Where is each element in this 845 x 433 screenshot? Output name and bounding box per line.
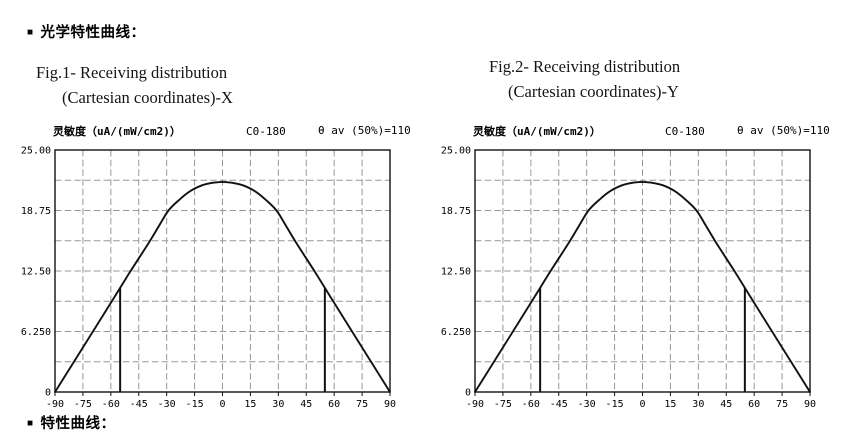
x-axis-tick-label: -90 (466, 399, 484, 410)
x-axis-tick-label: 30 (692, 399, 704, 410)
x-axis-tick-label: -90 (46, 399, 64, 410)
fig2-chart-svg: -90 -75 -60 -45 -30 -15 0 15 30 45 60 75 90 25.00 18.7… (441, 146, 816, 411)
response-curve (474, 180, 811, 393)
x-axis-tick-label: 0 (219, 399, 225, 410)
x-axis-tick-label: 60 (328, 399, 340, 410)
y-axis-tick-label: 0 (45, 388, 51, 399)
fig2-title-line1: Fig.2- Receiving distribution (489, 57, 681, 76)
x-axis-tick-label: -75 (74, 399, 92, 410)
y-axis-tick-label: 25.00 (441, 146, 471, 157)
x-axis-tick-label: -60 (522, 399, 540, 410)
fig1-y-axis-title: 灵敏度（uA/(mW/cm2)） (53, 125, 181, 138)
x-axis-tick-label: -15 (606, 399, 624, 410)
fig2-plane-label: C0-180 (665, 125, 705, 138)
x-axis-tick-label: -15 (186, 399, 204, 410)
x-axis-tick-label: -30 (578, 399, 596, 410)
fig1-title-line2: (Cartesian coordinates)-X (62, 88, 233, 107)
response-curve (54, 180, 391, 393)
clipped-next-section-text: 特性曲线： (40, 416, 116, 432)
section-heading-optical-curves: ■ 光学特性曲线： (27, 21, 146, 42)
x-axis-tick-label: 90 (804, 399, 816, 410)
fig1-half-angle-label: θ av (50%)=110 (318, 124, 411, 137)
x-axis-tick-label: 30 (272, 399, 284, 410)
square-bullet-icon: ■ (27, 27, 34, 38)
y-axis-tick-label: 6.250 (21, 327, 51, 338)
x-axis-tick-label: -45 (130, 399, 148, 410)
clipped-next-section-heading: ■ 特性曲线： (27, 412, 116, 433)
x-axis-tick-label: 75 (356, 399, 368, 410)
x-axis-tick-label: -60 (102, 399, 120, 410)
y-axis-tick-label: 12.50 (441, 267, 471, 278)
x-axis-tick-label: -30 (158, 399, 176, 410)
x-axis-tick-label: 90 (384, 399, 396, 410)
x-axis-tick-label: -45 (550, 399, 568, 410)
x-axis-tick-label: 0 (639, 399, 645, 410)
x-axis-tick-label: 45 (300, 399, 312, 410)
figure-1-block: Fig.1- Receiving distribution (Cartesian… (0, 0, 425, 420)
x-axis-tick-label: 15 (244, 399, 256, 410)
y-axis-tick-label: 0 (465, 388, 471, 399)
y-axis-tick-label: 12.50 (21, 267, 51, 278)
x-axis-tick-label: 60 (748, 399, 760, 410)
fig1-chart-svg: -90 -75 -60 -45 -30 -15 0 15 30 45 60 75 90 25.00 18.7… (21, 146, 396, 411)
section-heading-text: 光学特性曲线： (40, 25, 146, 41)
fig2-half-angle-label: θ av (50%)=110 (737, 124, 830, 137)
figure-2-block: Fig.2- Receiving distribution (Cartesian… (420, 0, 845, 420)
y-axis-tick-label: 25.00 (21, 146, 51, 157)
y-axis-tick-label: 6.250 (441, 327, 471, 338)
x-axis-tick-label: 15 (664, 399, 676, 410)
fig1-title-line1: Fig.1- Receiving distribution (36, 63, 228, 82)
fig1-plane-label: C0-180 (246, 125, 286, 138)
fig2-title-line2: (Cartesian coordinates)-Y (508, 82, 679, 101)
y-axis-tick-label: 18.75 (441, 206, 471, 217)
x-axis-tick-label: 75 (776, 399, 788, 410)
y-axis-tick-label: 18.75 (21, 206, 51, 217)
x-axis-tick-label: 45 (720, 399, 732, 410)
x-axis-tick-label: -75 (494, 399, 512, 410)
fig2-y-axis-title: 灵敏度（uA/(mW/cm2)） (473, 125, 601, 138)
